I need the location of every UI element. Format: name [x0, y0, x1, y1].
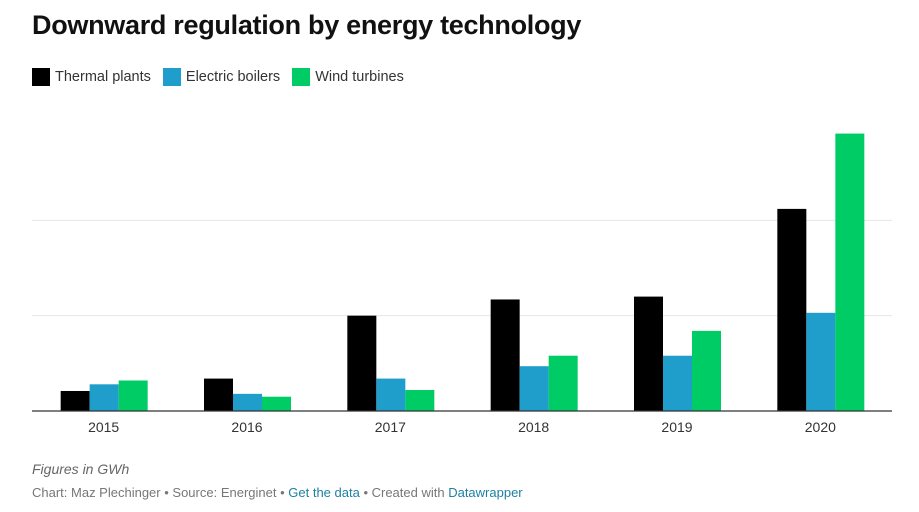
bar — [89, 384, 119, 411]
bar — [692, 330, 721, 411]
footer-separator: • — [160, 485, 173, 500]
legend-item: Electric boilers — [162, 68, 281, 86]
legend-label: Wind turbines — [315, 69, 404, 85]
x-tick-label: 2019 — [661, 419, 692, 435]
bar — [118, 380, 148, 411]
datawrapper-link[interactable]: Datawrapper — [448, 485, 523, 500]
x-tick-label: 2016 — [231, 419, 262, 435]
legend-label: Electric boilers — [185, 69, 281, 85]
x-tick-label: 2015 — [88, 419, 119, 435]
bar — [519, 366, 549, 411]
source-credit: Source: Energinet — [172, 485, 277, 500]
legend-label: Thermal plants — [55, 69, 151, 85]
bar — [490, 299, 520, 411]
footer-separator: • — [276, 485, 289, 500]
created-with-label: Created with — [371, 485, 449, 500]
bar — [204, 378, 233, 411]
chart-notes: Figures in GWh — [32, 461, 130, 477]
bar — [262, 396, 291, 411]
bar — [634, 296, 663, 411]
legend: Thermal plants Electric boilers Wind turbi… — [32, 68, 416, 86]
bar — [376, 378, 406, 411]
bar — [663, 355, 692, 411]
x-tick-label: 2017 — [375, 419, 406, 435]
x-tick-label: 2020 — [805, 419, 836, 435]
chart-credit: Chart: Maz Plechinger — [32, 485, 161, 500]
bar — [548, 355, 578, 411]
bar — [60, 390, 90, 411]
legend-swatch — [32, 68, 50, 86]
bar — [806, 312, 836, 411]
legend-item: Wind turbines — [292, 68, 404, 86]
legend-item: Thermal plants — [32, 68, 151, 86]
legend-swatch — [162, 68, 181, 86]
get-the-data-link[interactable]: Get the data — [288, 485, 360, 500]
x-tick-label: 2018 — [518, 419, 549, 435]
footer-separator: • — [359, 485, 372, 500]
bar — [835, 133, 865, 411]
chart-footer: Chart: Maz Plechinger • Source: Energine… — [32, 485, 523, 500]
bar — [777, 208, 807, 411]
legend-swatch — [292, 68, 311, 86]
bar — [405, 390, 435, 411]
chart-title: Downward regulation by energy technology — [32, 10, 582, 40]
bar — [233, 393, 262, 411]
bar — [347, 315, 377, 411]
